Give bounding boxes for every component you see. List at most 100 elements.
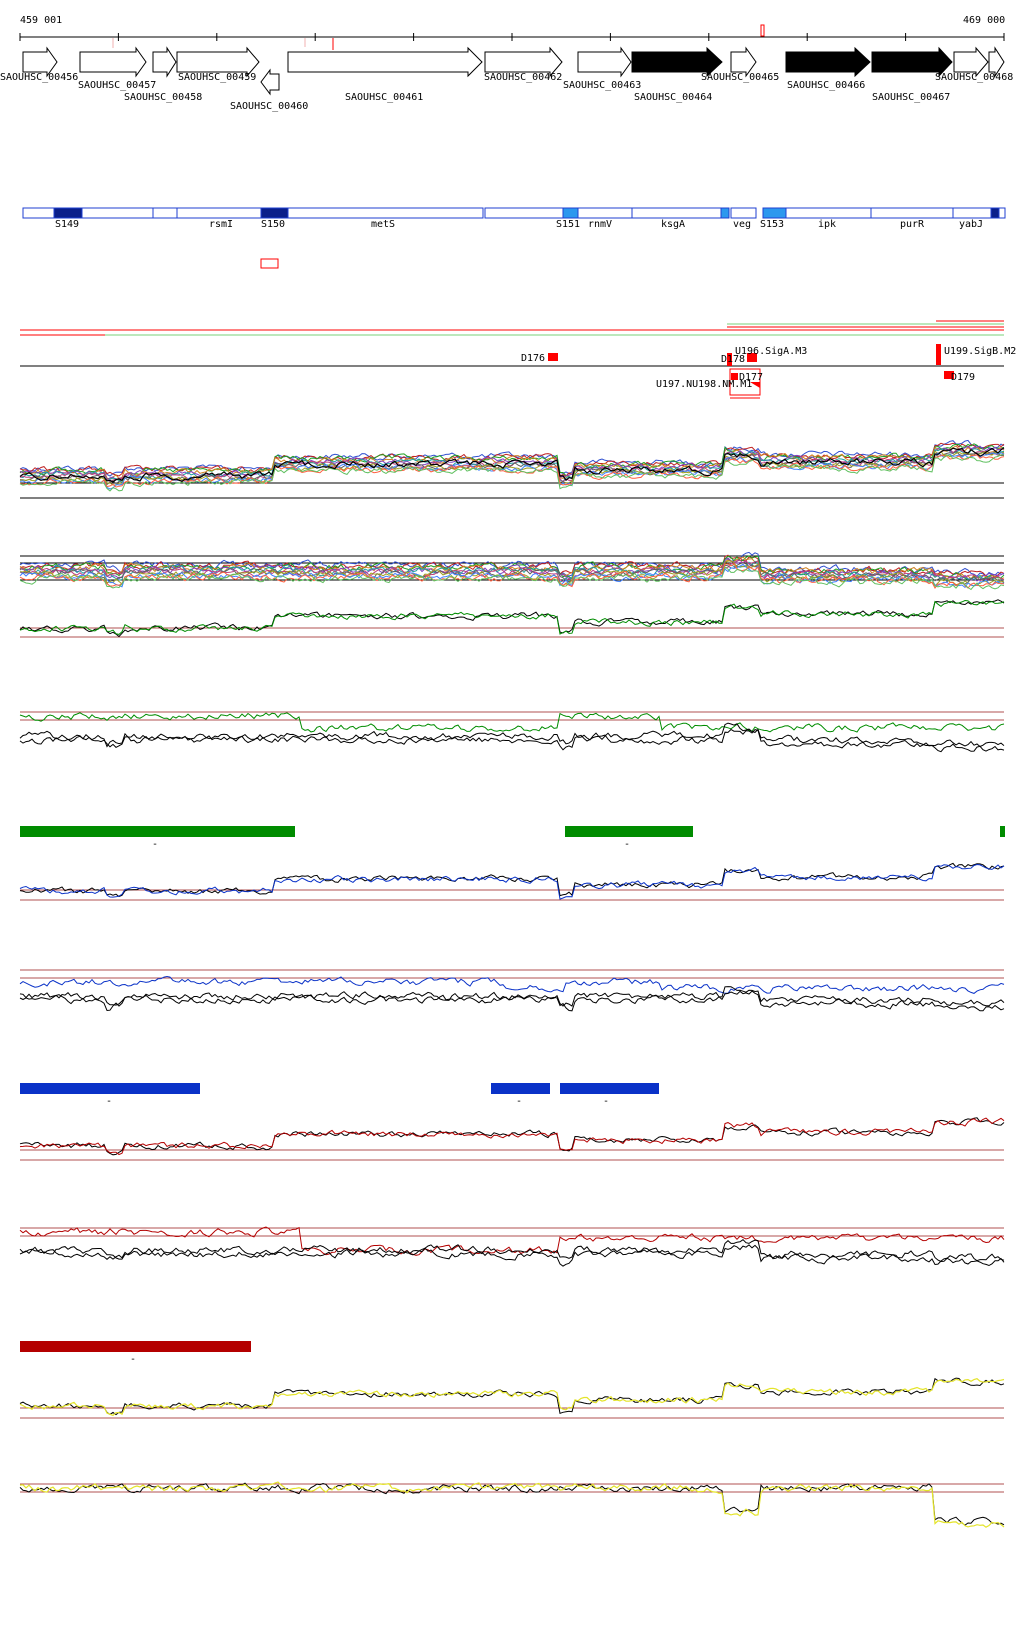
condition-block-label: -: [152, 839, 158, 850]
condition-block-label: -: [603, 1096, 609, 1107]
gene-arrow[interactable]: [730, 46, 757, 78]
gene-arrow[interactable]: [79, 46, 147, 78]
condition-block-label: -: [106, 1096, 112, 1107]
feature-label: D176: [521, 353, 545, 364]
segment-box[interactable]: [990, 207, 1000, 219]
condition-block-green[interactable]: [1000, 826, 1005, 837]
condition-block-green[interactable]: [20, 826, 295, 837]
segment-box[interactable]: [720, 207, 730, 219]
segment-box[interactable]: [998, 207, 1006, 219]
segment-box[interactable]: [22, 207, 154, 219]
feature-block[interactable]: [727, 353, 732, 366]
feature-block[interactable]: [731, 373, 738, 380]
segment-box[interactable]: [870, 207, 954, 219]
gene-label: SAOUHSC_00460: [230, 101, 308, 112]
feature-block[interactable]: [944, 371, 954, 379]
gene-label: SAOUHSC_00457: [78, 80, 156, 91]
segment-track: [22, 207, 1006, 219]
mean-trace: [19, 1117, 1005, 1156]
segment-box[interactable]: [484, 207, 564, 219]
segment-box[interactable]: [287, 207, 484, 219]
gene-label: SAOUHSC_00456: [0, 72, 78, 83]
gene-arrow[interactable]: [22, 46, 58, 78]
segment-label: ksgA: [661, 219, 685, 230]
feature-label: U196.SigA.M3: [735, 346, 807, 357]
green-trace: [19, 599, 1005, 635]
yellow-trace: [19, 1378, 1005, 1417]
segment-box[interactable]: [260, 207, 289, 219]
mean-trace: [19, 862, 1005, 898]
gene-track: SAOUHSC_00456 SAOUHSC_00457 SAOUHSC_0045…: [0, 46, 1013, 112]
segment-box[interactable]: [53, 207, 83, 219]
feature-label: U197.NU198.NM.M1: [656, 379, 752, 390]
gene-label: SAOUHSC_00463: [563, 80, 641, 91]
gene-label: SAOUHSC_00461: [345, 92, 423, 103]
condition-trace: [19, 563, 1005, 590]
segment-label: metS: [371, 219, 395, 230]
condition-trace: [19, 454, 1005, 492]
condition-trace: [19, 439, 1005, 477]
feature-label: D178: [721, 354, 745, 365]
gene-label: SAOUHSC_00467: [872, 92, 950, 103]
condition-block-label: -: [516, 1096, 522, 1107]
gene-arrow[interactable]: [484, 46, 563, 78]
gene-label: SAOUHSC_00468: [935, 72, 1013, 83]
gene-arrow[interactable]: [785, 46, 871, 78]
gene-label: SAOUHSC_00462: [484, 72, 562, 83]
condition-block-blue[interactable]: [20, 1083, 200, 1094]
condition-block-blue[interactable]: [560, 1083, 659, 1094]
condition-trace: [19, 454, 1005, 488]
segment-label: rsmI: [209, 219, 233, 230]
segment-label: S151: [556, 219, 580, 230]
blue-trace: [19, 975, 1005, 994]
segment-box[interactable]: [730, 207, 757, 219]
feature-block[interactable]: [936, 344, 941, 365]
segment-box[interactable]: [785, 207, 872, 219]
condition-block-label: -: [624, 839, 630, 850]
gene-arrow[interactable]: [871, 46, 953, 78]
condition-trace: [19, 450, 1005, 486]
feature-label: D179: [951, 372, 975, 383]
segment-label: S150: [261, 219, 285, 230]
condition-trace: [19, 566, 1005, 591]
gene-arrow[interactable]: [631, 46, 723, 78]
condition-trace: [19, 445, 1005, 480]
condition-block-blue[interactable]: [491, 1083, 550, 1094]
segment-box[interactable]: [952, 207, 992, 219]
mean-trace: [19, 1239, 1005, 1263]
feature-block[interactable]: [548, 353, 558, 361]
mean-trace: [19, 1244, 1005, 1267]
coordinate-ruler: 459 001 469 000: [19, 15, 1005, 50]
gene-label: SAOUHSC_00465: [701, 72, 779, 83]
segment-box[interactable]: [562, 207, 579, 219]
gene-arrow[interactable]: [953, 46, 989, 78]
segment-box[interactable]: [152, 207, 178, 219]
blue-trace: [19, 863, 1005, 900]
gene-arrow[interactable]: [577, 46, 632, 78]
highlight-box[interactable]: [260, 258, 279, 269]
green-trace: [19, 712, 1005, 733]
segment-box[interactable]: [176, 207, 262, 219]
gene-arrow[interactable]: [260, 68, 280, 96]
red-trace: [19, 1226, 1005, 1256]
feature-block[interactable]: [747, 353, 757, 362]
gene-arrow[interactable]: [176, 46, 260, 78]
segment-box[interactable]: [577, 207, 633, 219]
condition-trace: [19, 563, 1005, 589]
condition-block-red[interactable]: [20, 1341, 251, 1352]
segment-label: rnmV: [588, 219, 612, 230]
gene-label: SAOUHSC_00458: [124, 92, 202, 103]
gene-arrow[interactable]: [152, 46, 177, 78]
gene-arrow[interactable]: [287, 46, 483, 78]
yellow-trace: [19, 1481, 1005, 1528]
segment-box[interactable]: [762, 207, 787, 219]
feature-marker: [750, 382, 760, 388]
start-coordinate: 459 001: [20, 15, 62, 26]
gene-label: SAOUHSC_00459: [178, 72, 256, 83]
condition-block-green[interactable]: [565, 826, 693, 837]
segment-box[interactable]: [631, 207, 722, 219]
gene-arrow[interactable]: [988, 46, 1005, 78]
mean-trace: [19, 990, 1005, 1012]
feature-track: U196.SigA.M3 U199.SigB.M2 D176 D178 D177…: [20, 320, 1016, 399]
